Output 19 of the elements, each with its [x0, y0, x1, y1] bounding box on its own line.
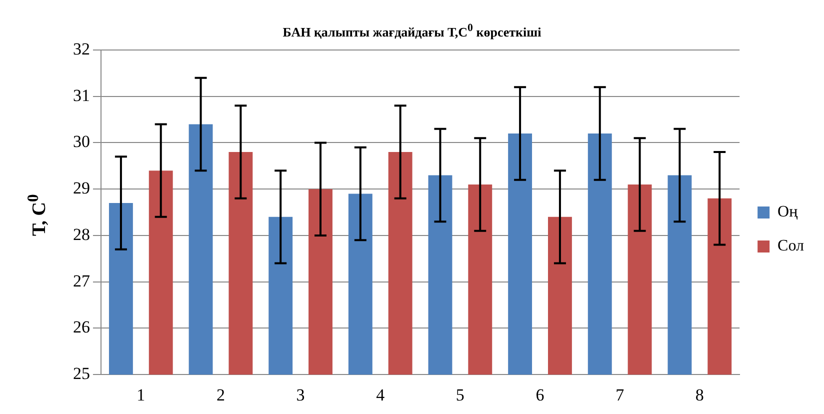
- y-tick-label: 30: [73, 132, 90, 152]
- x-tick-label: 8: [695, 385, 704, 404]
- x-tick-label: 4: [376, 385, 386, 404]
- y-tick-label: 27: [73, 271, 90, 290]
- x-tick-label: 1: [136, 385, 146, 404]
- y-tick-label: 32: [73, 39, 90, 58]
- legend-label: Оң: [778, 204, 798, 221]
- x-tick-label: 2: [216, 385, 225, 404]
- y-tick-label: 28: [73, 224, 90, 244]
- chart-title: БАН қалыпты жағдайдағы Т,С$^{0}$ көрсеткіші: [282, 22, 542, 40]
- x-tick-label: 6: [536, 385, 544, 404]
- x-tick-label: 3: [296, 385, 305, 404]
- y-tick-label: 25: [73, 364, 90, 384]
- x-tick-label: 5: [456, 385, 464, 404]
- y-tick-label: 26: [73, 318, 90, 337]
- x-tick-label: 7: [616, 385, 625, 404]
- legend-label: Сол: [778, 238, 804, 255]
- y-tick-label: 31: [73, 86, 90, 105]
- y-tick-label: 29: [73, 178, 90, 198]
